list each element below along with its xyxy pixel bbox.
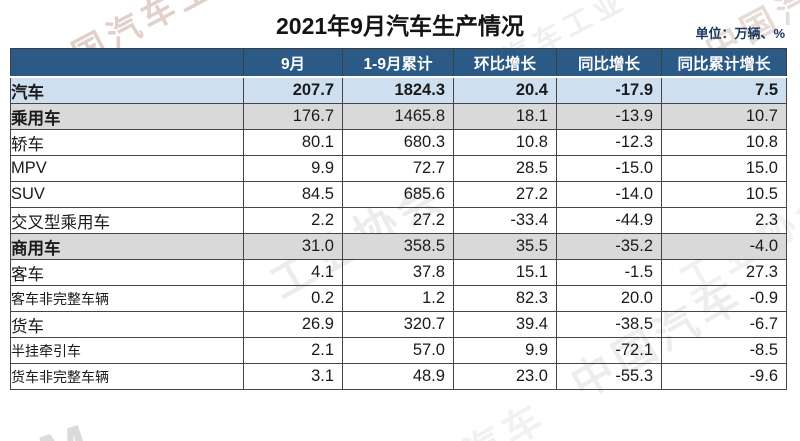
row-label-cell: 汽车	[10, 76, 244, 104]
value-cell: -9.6	[661, 363, 787, 390]
value-cell: -1.5	[556, 259, 662, 286]
table-header-row: 9月 1-9月累计 环比增长 同比增长 同比累计增长	[10, 48, 787, 78]
value-cell: 84.5	[243, 181, 343, 208]
value-cell: 176.7	[243, 103, 343, 130]
table-row: 乘用车 176.7 1465.8 18.1 -13.9 10.7	[10, 103, 787, 130]
value-cell: -33.4	[453, 207, 557, 234]
row-label-cell: 轿车	[10, 129, 244, 156]
column-header: 9月	[243, 48, 343, 78]
table-row: 轿车 80.1 680.3 10.8 -12.3 10.8	[10, 129, 787, 156]
value-cell: -14.0	[556, 181, 662, 208]
value-cell: -0.9	[661, 285, 787, 312]
table-row: 货车 26.9 320.7 39.4 -38.5 -6.7	[10, 311, 787, 338]
value-cell: 320.7	[342, 311, 454, 338]
table-row: 交叉型乘用车 2.2 27.2 -33.4 -44.9 2.3	[10, 207, 787, 234]
value-cell: 15.0	[661, 155, 787, 182]
value-cell: -13.9	[556, 103, 662, 130]
table-row: 客车非完整车辆 0.2 1.2 82.3 20.0 -0.9	[10, 285, 787, 312]
value-cell: -72.1	[556, 337, 662, 364]
value-cell: 80.1	[243, 129, 343, 156]
value-cell: 10.8	[661, 129, 787, 156]
value-cell: 358.5	[342, 233, 454, 260]
row-label-cell: 商用车	[10, 233, 244, 260]
column-header: 同比增长	[556, 48, 662, 78]
value-cell: 82.3	[453, 285, 557, 312]
value-cell: 39.4	[453, 311, 557, 338]
value-cell: -44.9	[556, 207, 662, 234]
row-label-cell: 客车非完整车辆	[10, 285, 244, 312]
value-cell: 27.2	[453, 181, 557, 208]
value-cell: 27.3	[661, 259, 787, 286]
value-cell: 10.8	[453, 129, 557, 156]
row-label-cell: 乘用车	[10, 103, 244, 130]
value-cell: 7.5	[661, 76, 787, 104]
value-cell: 37.8	[342, 259, 454, 286]
value-cell: 4.1	[243, 259, 343, 286]
value-cell: -15.0	[556, 155, 662, 182]
watermark-text: 汽车	[457, 395, 555, 441]
value-cell: 685.6	[342, 181, 454, 208]
column-header: 同比累计增长	[661, 48, 787, 78]
table-row: SUV 84.5 685.6 27.2 -14.0 10.5	[10, 181, 787, 208]
value-cell: 2.3	[661, 207, 787, 234]
row-label-cell: 客车	[10, 259, 244, 286]
table-row: 汽车 207.7 1824.3 20.4 -17.9 7.5	[10, 76, 787, 104]
row-label-cell: 半挂牵引车	[10, 337, 244, 364]
corner-header-cell	[10, 48, 244, 78]
column-header: 环比增长	[453, 48, 557, 78]
row-label-cell: MPV	[10, 155, 244, 182]
value-cell: 207.7	[243, 76, 343, 104]
value-cell: 9.9	[243, 155, 343, 182]
row-label-cell: SUV	[10, 181, 244, 208]
unit-note: 单位：万辆、%	[695, 26, 785, 41]
value-cell: -38.5	[556, 311, 662, 338]
table-row: MPV 9.9 72.7 28.5 -15.0 15.0	[10, 155, 787, 182]
column-header: 1-9月累计	[342, 48, 454, 78]
table-row: 半挂牵引车 2.1 57.0 9.9 -72.1 -8.5	[10, 337, 787, 364]
value-cell: 31.0	[243, 233, 343, 260]
value-cell: -8.5	[661, 337, 787, 364]
value-cell: 20.0	[556, 285, 662, 312]
value-cell: -17.9	[556, 76, 662, 104]
value-cell: 20.4	[453, 76, 557, 104]
value-cell: 18.1	[453, 103, 557, 130]
watermark-text: CM	[0, 409, 104, 441]
value-cell: 23.0	[453, 363, 557, 390]
value-cell: 9.9	[453, 337, 557, 364]
value-cell: 10.5	[661, 181, 787, 208]
value-cell: -35.2	[556, 233, 662, 260]
value-cell: 27.2	[342, 207, 454, 234]
value-cell: 10.7	[661, 103, 787, 130]
value-cell: 680.3	[342, 129, 454, 156]
row-label-cell: 货车非完整车辆	[10, 363, 244, 390]
value-cell: 0.2	[243, 285, 343, 312]
value-cell: -12.3	[556, 129, 662, 156]
value-cell: 3.1	[243, 363, 343, 390]
value-cell: 26.9	[243, 311, 343, 338]
value-cell: 1.2	[342, 285, 454, 312]
production-table: 9月 1-9月累计 环比增长 同比增长 同比累计增长 汽车 207.7 1824.3 20.4…	[10, 48, 787, 390]
table-row: 商用车 31.0 358.5 35.5 -35.2 -4.0	[10, 233, 787, 260]
value-cell: 15.1	[453, 259, 557, 286]
value-cell: 48.9	[342, 363, 454, 390]
row-label-cell: 交叉型乘用车	[10, 207, 244, 234]
value-cell: 1824.3	[342, 76, 454, 104]
table-row: 客车 4.1 37.8 15.1 -1.5 27.3	[10, 259, 787, 286]
value-cell: 2.2	[243, 207, 343, 234]
value-cell: 57.0	[342, 337, 454, 364]
value-cell: -6.7	[661, 311, 787, 338]
row-label-cell: 货车	[10, 311, 244, 338]
table-row: 货车非完整车辆 3.1 48.9 23.0 -55.3 -9.6	[10, 363, 787, 390]
value-cell: -4.0	[661, 233, 787, 260]
value-cell: 2.1	[243, 337, 343, 364]
value-cell: 35.5	[453, 233, 557, 260]
value-cell: 28.5	[453, 155, 557, 182]
value-cell: 72.7	[342, 155, 454, 182]
page-title: 2021年9月汽车生产情况	[276, 13, 524, 39]
value-cell: 1465.8	[342, 103, 454, 130]
value-cell: -55.3	[556, 363, 662, 390]
